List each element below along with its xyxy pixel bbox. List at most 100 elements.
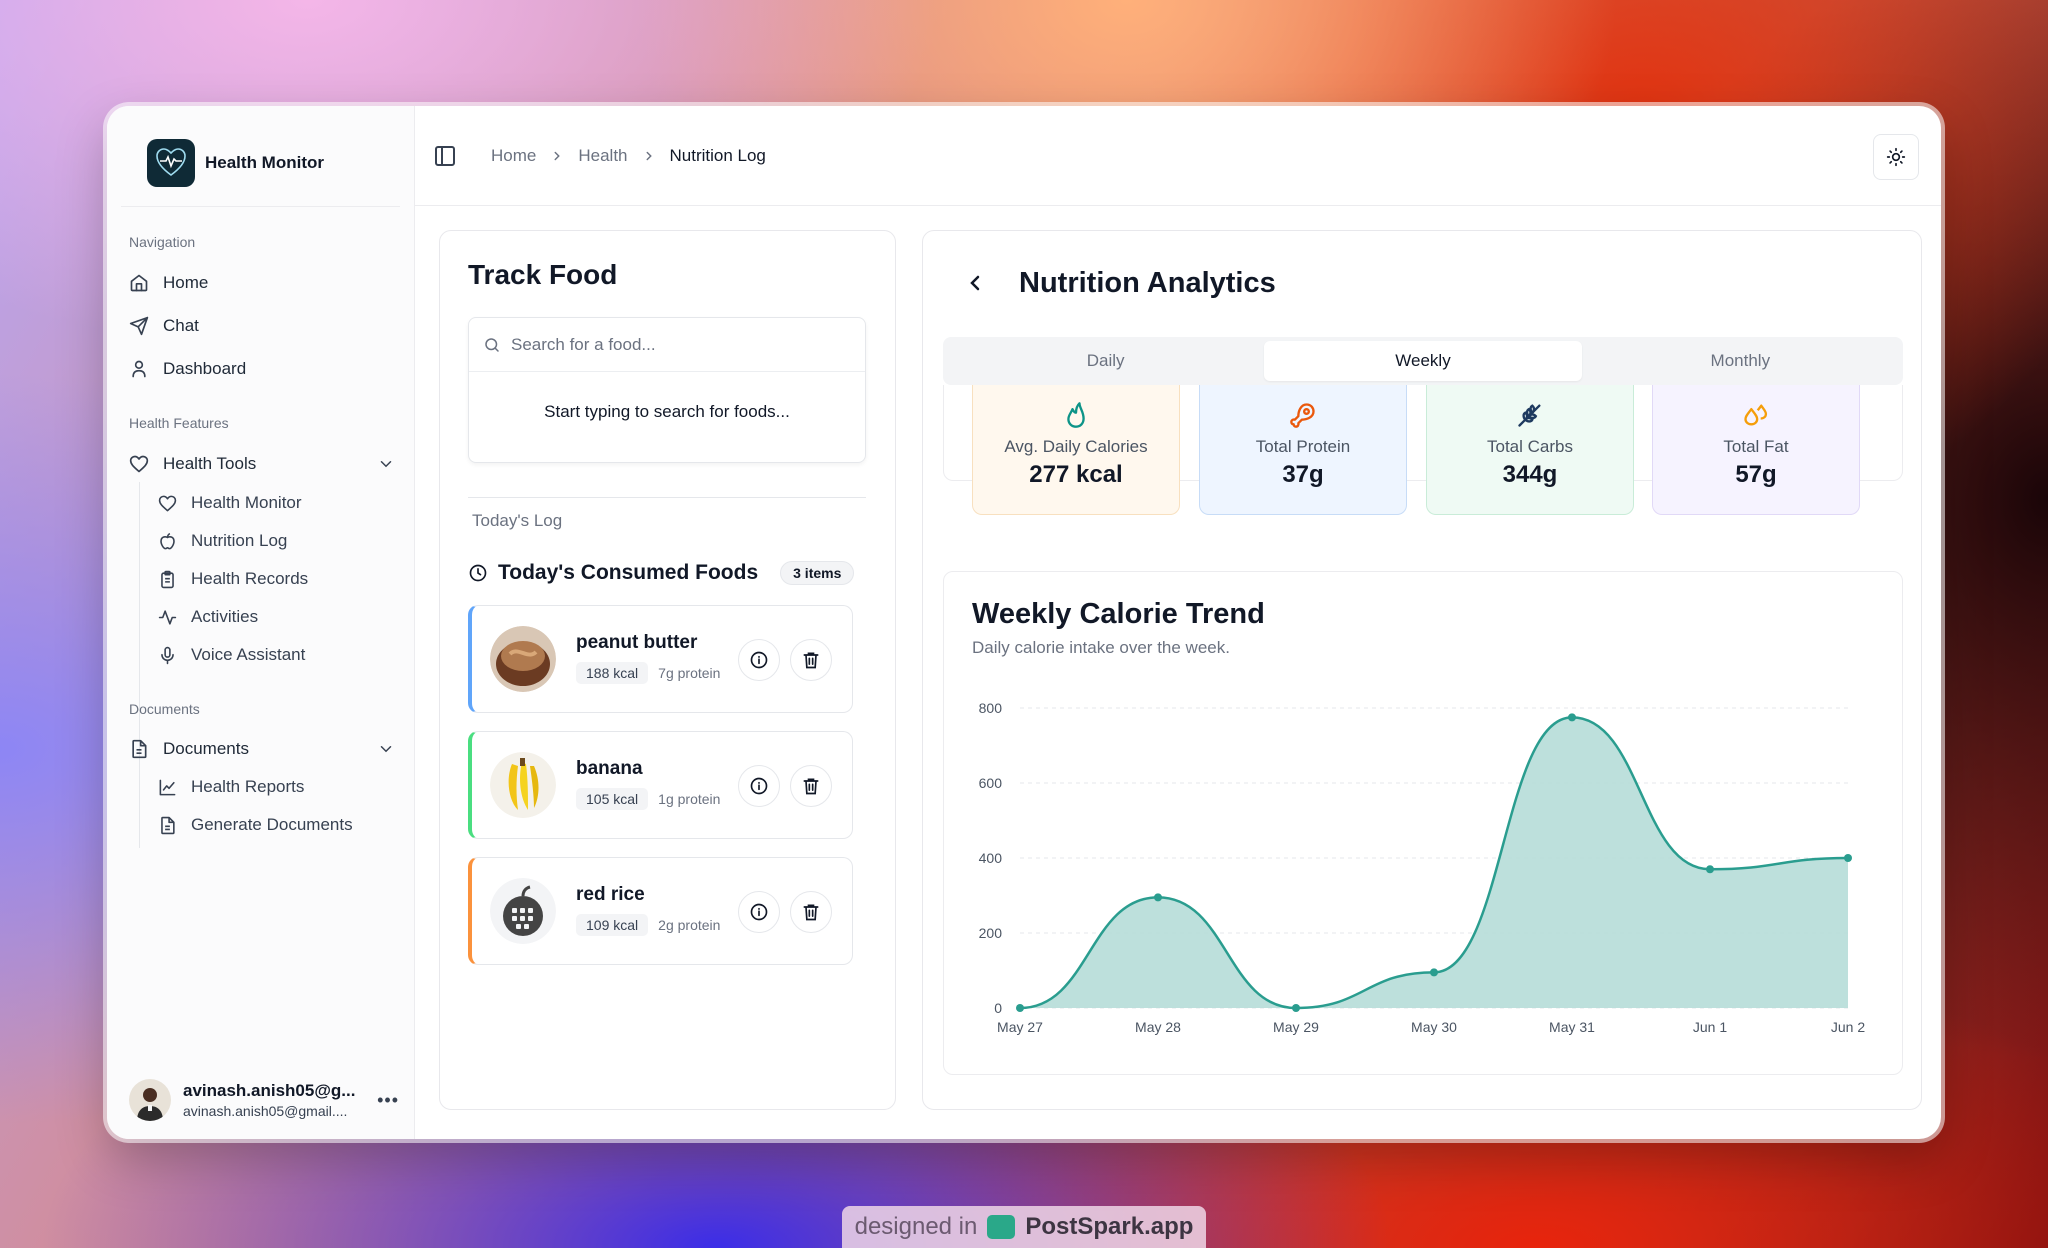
sidebar-group-health-tools[interactable]: Health Tools	[129, 451, 256, 477]
top-bar: Home Health Nutrition Log	[415, 106, 1941, 206]
heart-pulse-logo-icon	[147, 139, 195, 187]
food-search-row[interactable]: Search for a food...	[469, 318, 865, 372]
sidebar-group-label: Documents	[163, 739, 249, 758]
stats-panel: Avg. Daily Calories 277 kcal Total Prote…	[943, 385, 1903, 515]
stat-value: 344g	[1502, 461, 1558, 488]
stat-protein: Total Protein 37g	[1199, 385, 1407, 515]
sidebar-item-health-monitor[interactable]: Health Monitor	[158, 490, 302, 516]
flame-icon	[1067, 402, 1085, 428]
food-kcal: 105 kcal	[576, 788, 649, 810]
sidebar-item-label: Chat	[163, 316, 199, 335]
chart-title: Weekly Calorie Trend	[972, 598, 1265, 630]
line-chart-icon	[159, 779, 176, 795]
stat-value: 57g	[1735, 461, 1777, 488]
brand[interactable]: Health Monitor	[147, 139, 324, 187]
theme-toggle-button[interactable]	[1873, 134, 1919, 180]
chevron-right-icon	[554, 151, 561, 161]
sidebar-toggle-icon[interactable]	[433, 144, 457, 168]
consumed-header: Today's Consumed Foods 3 items	[468, 561, 855, 585]
drumstick-icon	[1290, 403, 1315, 428]
food-search-input[interactable]: Search for a food...	[511, 334, 656, 354]
droplets-icon	[1744, 404, 1768, 426]
app-name: Health Monitor	[205, 153, 324, 172]
series-area	[1020, 717, 1848, 1008]
chevron-left-icon[interactable]	[963, 271, 987, 295]
calorie-trend-card: Weekly Calorie Trend Daily calorie intak…	[943, 571, 1903, 1075]
y-tick-label: 800	[979, 700, 1003, 716]
main-content: Home Health Nutrition Log Track Food Sea…	[415, 106, 1941, 1139]
sidebar-item-nutrition-log[interactable]: Nutrition Log	[158, 528, 287, 554]
file-text-icon	[132, 739, 147, 759]
chevron-down-icon[interactable]	[377, 455, 395, 473]
food-item[interactable]: peanut butter 188 kcal 7g protein	[468, 605, 853, 713]
stat-value: 277 kcal	[1029, 461, 1123, 488]
food-delete-button[interactable]	[790, 639, 832, 681]
nav-section-label: Navigation	[129, 234, 196, 250]
food-protein: 2g protein	[658, 917, 721, 933]
x-tick-label: May 28	[1135, 1019, 1181, 1035]
chevron-down-icon[interactable]	[377, 740, 395, 758]
search-icon	[485, 337, 499, 352]
mic-icon	[161, 646, 174, 664]
breadcrumb-home[interactable]: Home	[491, 146, 537, 165]
avatar	[129, 1079, 171, 1121]
food-meta: 109 kcal 2g protein	[576, 914, 720, 936]
data-point	[1844, 854, 1852, 862]
track-food-card: Track Food Search for a food... Start ty…	[439, 230, 896, 1110]
tab-weekly[interactable]: Weekly	[1264, 341, 1582, 381]
sidebar-item-home[interactable]: Home	[129, 270, 208, 296]
search-hint: Start typing to search for foods...	[544, 402, 790, 421]
tab-daily[interactable]: Daily	[1086, 351, 1125, 370]
sidebar-item-label: Generate Documents	[191, 815, 353, 834]
send-icon	[129, 316, 149, 336]
user-icon	[132, 360, 146, 378]
clock-icon	[469, 564, 487, 582]
sidebar-item-label: Dashboard	[163, 359, 247, 378]
food-info-button[interactable]	[738, 765, 780, 807]
food-info-button[interactable]	[738, 891, 780, 933]
food-info-button[interactable]	[738, 639, 780, 681]
track-food-title: Track Food	[468, 259, 618, 290]
data-point	[1016, 1004, 1024, 1012]
food-delete-button[interactable]	[790, 765, 832, 807]
nutrition-analytics-card: Nutrition Analytics Daily Weekly Monthly…	[922, 230, 1922, 1110]
sidebar-item-health-reports[interactable]: Health Reports	[158, 774, 304, 800]
stat-calories: Avg. Daily Calories 277 kcal	[972, 385, 1180, 515]
more-icon[interactable]: •••	[377, 1089, 399, 1110]
todays-log-label: Today's Log	[472, 511, 563, 530]
food-item[interactable]: red rice 109 kcal 2g protein	[468, 857, 853, 965]
food-meta: 105 kcal 1g protein	[576, 788, 720, 810]
sidebar-item-label: Health Records	[191, 569, 309, 588]
consumed-title: Today's Consumed Foods	[498, 561, 759, 584]
x-tick-label: Jun 1	[1693, 1019, 1727, 1035]
info-icon	[750, 777, 768, 795]
breadcrumb-health[interactable]: Health	[578, 146, 628, 165]
postspark-logo-icon	[987, 1215, 1016, 1239]
sidebar-item-generate-documents[interactable]: Generate Documents	[158, 812, 353, 838]
apple-icon	[160, 532, 175, 549]
user-name: avinash.anish05@g...	[183, 1081, 356, 1100]
divider	[468, 497, 866, 498]
sidebar: Health Monitor Navigation Home Chat Dash…	[107, 106, 415, 1139]
food-delete-button[interactable]	[790, 891, 832, 933]
user-menu[interactable]: avinash.anish05@g... avinash.anish05@gma…	[129, 1079, 399, 1121]
calorie-trend-chart: 0 200 400 600 800 May 27 May 28 May 29 May 30 May…	[979, 700, 1866, 1035]
submenu-line	[139, 768, 140, 848]
app-window: Health Monitor Navigation Home Chat Dash…	[107, 106, 1941, 1139]
sidebar-item-voice-assistant[interactable]: Voice Assistant	[158, 642, 305, 668]
sidebar-item-dashboard[interactable]: Dashboard	[129, 356, 246, 382]
sidebar-group-documents[interactable]: Documents	[129, 736, 249, 762]
food-meta: 188 kcal 7g protein	[576, 662, 720, 684]
y-tick-label: 400	[979, 850, 1003, 866]
breadcrumb-current: Nutrition Log	[669, 146, 766, 165]
food-item[interactable]: banana 105 kcal 1g protein	[468, 731, 853, 839]
peanut-butter-image	[490, 626, 556, 692]
wheat-icon	[1518, 404, 1541, 427]
sidebar-item-activities[interactable]: Activities	[158, 604, 258, 630]
x-tick-label: May 30	[1411, 1019, 1457, 1035]
food-name: peanut butter	[576, 632, 698, 653]
sidebar-item-chat[interactable]: Chat	[129, 313, 199, 339]
heart-icon	[158, 495, 177, 511]
sidebar-item-health-records[interactable]: Health Records	[158, 566, 308, 592]
tab-monthly[interactable]: Monthly	[1710, 351, 1771, 370]
